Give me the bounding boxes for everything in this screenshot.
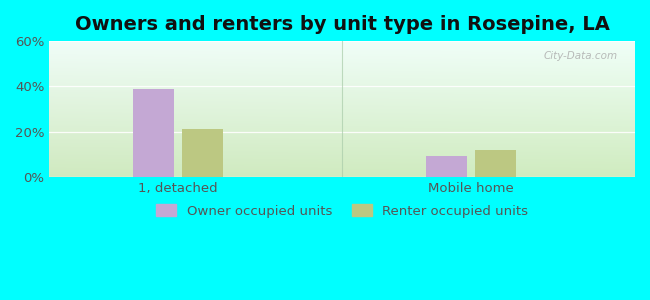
Bar [426, 157, 467, 177]
Legend: Owner occupied units, Renter occupied units: Owner occupied units, Renter occupied un… [152, 200, 532, 222]
Bar [475, 150, 516, 177]
Title: Owners and renters by unit type in Rosepine, LA: Owners and renters by unit type in Rosep… [75, 15, 610, 34]
Bar [182, 129, 224, 177]
Text: City-Data.com: City-Data.com [543, 51, 618, 61]
Bar [133, 88, 174, 177]
